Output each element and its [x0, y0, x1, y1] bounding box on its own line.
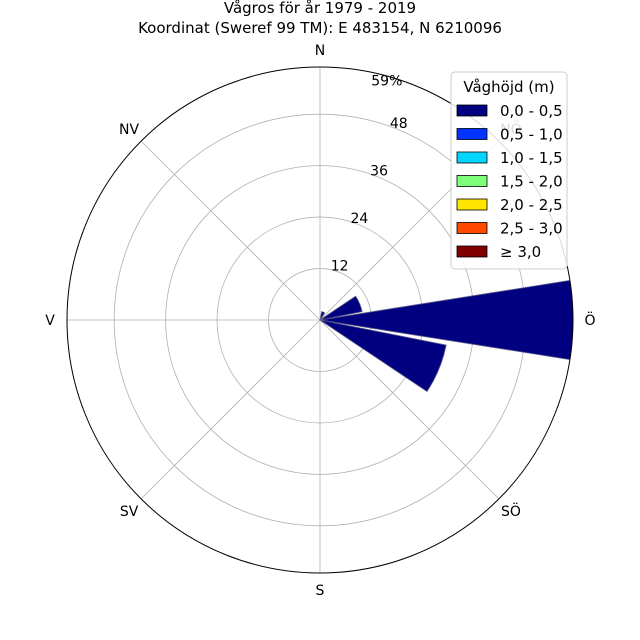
- legend-swatch-2: [456, 151, 488, 164]
- legend-label-2: 1,0 - 1,5: [500, 149, 563, 167]
- grid-spoke-3: [319, 319, 500, 500]
- grid-spoke-7: [140, 140, 321, 321]
- direction-label-0: N: [315, 43, 325, 59]
- legend-swatch-1: [456, 128, 488, 140]
- chart-title: Vågros för år 1979 - 2019: [224, 0, 416, 17]
- direction-label-6: V: [45, 313, 55, 329]
- legend-label-0: 0,0 - 0,5: [500, 102, 563, 120]
- rose-sectors: [319, 277, 573, 393]
- legend-label-5: 2,5 - 3,0: [500, 220, 563, 238]
- grid-spoke-5: [140, 319, 321, 500]
- radial-max-label: 59%: [371, 73, 402, 89]
- legend-label-6: ≥ 3,0: [500, 243, 541, 261]
- sector-4-bin-0: [319, 319, 447, 393]
- legend-swatch-4: [456, 198, 488, 211]
- chart-subtitle: Koordinat (Sweref 99 TM): E 483154, N 62…: [138, 19, 502, 37]
- sector-2-bin-0: [319, 295, 363, 321]
- radial-tick-0: 12: [331, 258, 349, 274]
- sector-1-bin-0: [319, 311, 326, 321]
- legend-frame: [450, 71, 568, 270]
- legend-swatch-5: [456, 222, 488, 234]
- legend-swatch-0: [456, 104, 488, 117]
- legend: Våghöjd (m) 0,0 - 0,5 0,5 - 1,0 1,0 - 1,5 1…: [450, 71, 568, 270]
- direction-label-7: NV: [119, 122, 139, 138]
- sector-3-bin-0: [319, 277, 573, 363]
- legend-title: Våghöjd (m): [463, 78, 554, 96]
- direction-label-4: S: [316, 583, 325, 599]
- legend-label-1: 0,5 - 1,0: [500, 126, 563, 144]
- direction-label-3: SÖ: [501, 502, 521, 520]
- direction-label-5: SV: [120, 504, 139, 520]
- legend-swatch-6: [456, 245, 488, 258]
- radial-tick-3: 48: [390, 116, 408, 132]
- legend-swatch-3: [456, 175, 488, 187]
- direction-label-2: Ö: [584, 311, 595, 329]
- outer-frame: [66, 66, 574, 574]
- legend-label-3: 1,5 - 2,0: [500, 173, 563, 191]
- radial-tick-2: 36: [370, 163, 388, 179]
- legend-label-4: 2,0 - 2,5: [500, 196, 563, 214]
- radial-tick-1: 24: [350, 211, 368, 227]
